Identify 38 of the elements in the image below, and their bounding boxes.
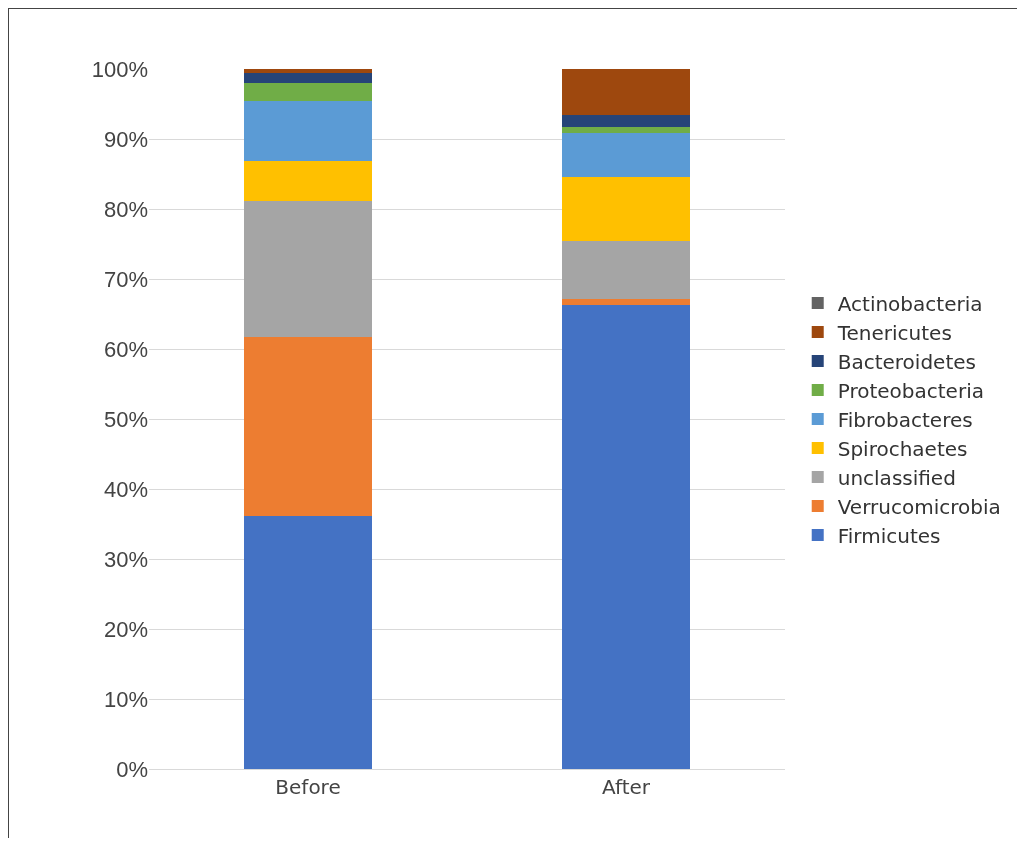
y-tick-label: 20% xyxy=(103,616,148,642)
y-tick-label: 50% xyxy=(103,406,148,432)
y-tick-label: 100% xyxy=(91,56,148,82)
legend-label: Actinobacteria xyxy=(837,291,983,316)
y-tick-label: 40% xyxy=(103,476,148,502)
bar xyxy=(562,127,690,134)
y-tick-label: 90% xyxy=(103,126,148,152)
bar xyxy=(244,161,372,202)
y-tick-label: 30% xyxy=(103,546,148,572)
legend-label: Proteobacteria xyxy=(837,378,984,403)
bar xyxy=(244,201,372,338)
bar xyxy=(244,72,372,83)
bar xyxy=(244,69,372,73)
legend-label: Fibrobacteres xyxy=(837,407,973,432)
y-tick-label: 0% xyxy=(116,756,148,782)
bar xyxy=(244,516,372,769)
y-tick-label: 60% xyxy=(103,336,148,362)
x-tick-label: Before xyxy=(275,775,341,799)
legend-label: Bacteroidetes xyxy=(837,349,976,374)
y-tick-label: 10% xyxy=(103,686,148,712)
legend-label: Firmicutes xyxy=(837,523,941,548)
legend-label: unclassified xyxy=(837,465,956,490)
bar xyxy=(244,337,372,517)
legend-label: Spirochaetes xyxy=(837,436,968,461)
legend-label: Verrucomicrobia xyxy=(837,494,1001,519)
bar xyxy=(562,69,690,116)
bar xyxy=(562,241,690,299)
bar xyxy=(244,100,372,162)
bar xyxy=(244,83,372,101)
bar xyxy=(562,133,690,177)
x-tick-label: After xyxy=(601,775,651,799)
bar xyxy=(562,176,690,242)
y-tick-label: 80% xyxy=(103,196,148,222)
y-tick-label: 70% xyxy=(103,266,148,292)
legend-label: Tenericutes xyxy=(836,320,952,345)
bar xyxy=(562,298,690,305)
bar xyxy=(562,304,690,769)
bar xyxy=(562,115,690,128)
